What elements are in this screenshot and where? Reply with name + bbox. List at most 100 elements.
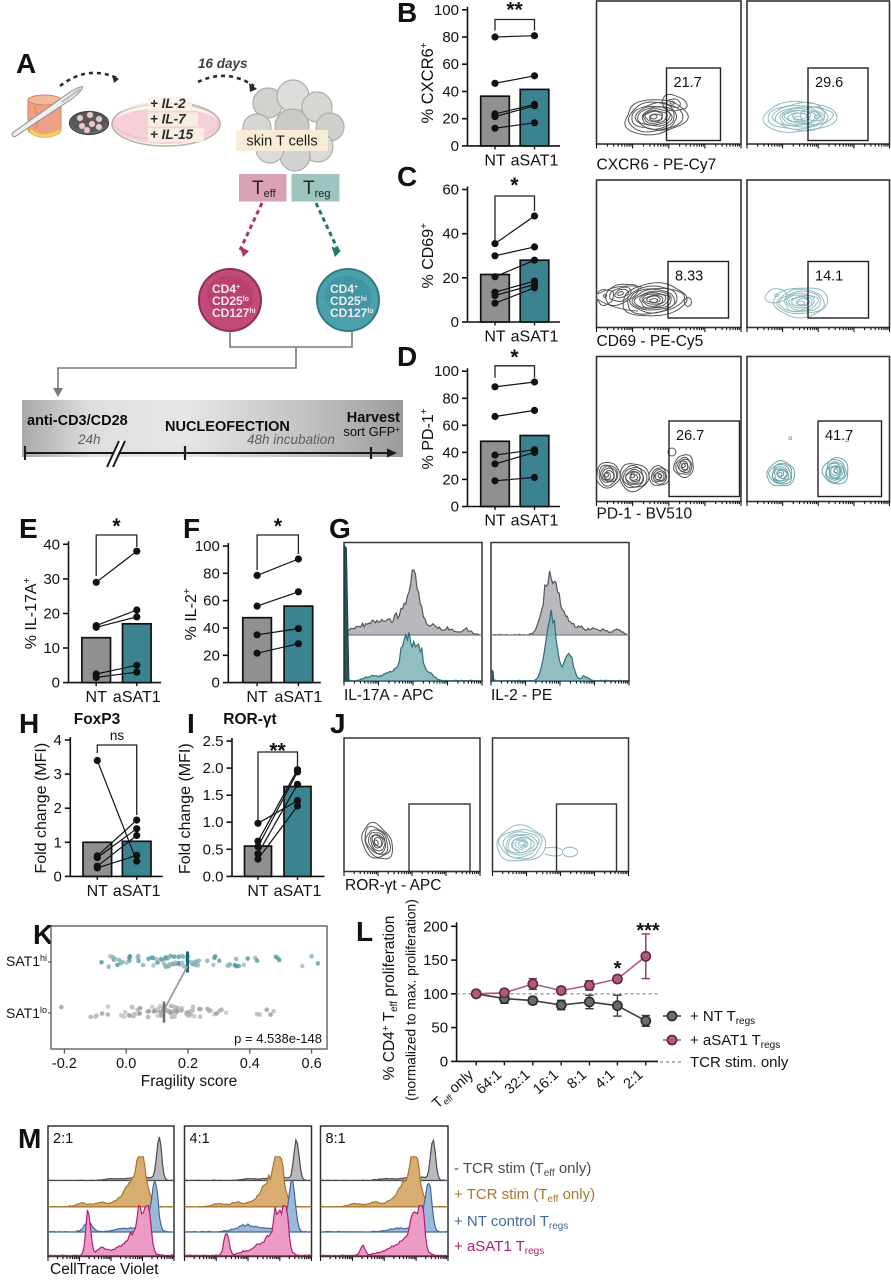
svg-text:150: 150: [423, 952, 448, 969]
svg-text:+ IL-2: + IL-2: [150, 96, 186, 111]
svg-text:1.5: 1.5: [203, 787, 224, 804]
svg-text:100: 100: [423, 986, 448, 1003]
svg-text:2.5: 2.5: [203, 733, 224, 750]
svg-text:0.6: 0.6: [302, 1056, 322, 1072]
svg-text:skin T cells: skin T cells: [246, 134, 317, 150]
svg-text:IL-17A - APC: IL-17A - APC: [344, 687, 434, 704]
svg-text:CD127hi: CD127hi: [212, 306, 256, 320]
svg-text:2:1: 2:1: [53, 1131, 73, 1147]
svg-text:+ IL-7: + IL-7: [150, 112, 187, 127]
svg-text:p = 4.538e-148: p = 4.538e-148: [234, 1031, 322, 1046]
svg-text:NT: NT: [484, 329, 506, 346]
svg-text:CD4+: CD4+: [212, 282, 240, 296]
svg-text:60: 60: [442, 182, 459, 199]
svg-text:26.7: 26.7: [676, 428, 704, 444]
svg-text:G: G: [329, 513, 351, 544]
svg-text:CD25lo: CD25lo: [212, 294, 249, 308]
svg-text:0: 0: [451, 499, 459, 516]
svg-text:CD127lo: CD127lo: [330, 306, 374, 320]
svg-text:NT: NT: [246, 689, 268, 706]
svg-text:40: 40: [442, 444, 459, 461]
svg-text:% PD-1+: % PD-1+: [419, 408, 437, 469]
svg-text:8:1: 8:1: [326, 1131, 346, 1147]
svg-text:CD4+: CD4+: [330, 282, 358, 296]
svg-text:3: 3: [53, 766, 61, 783]
svg-text:+ IL-15: + IL-15: [150, 127, 194, 142]
svg-text:PD-1 - BV510: PD-1 - BV510: [597, 506, 693, 523]
svg-text:NT: NT: [87, 883, 109, 900]
svg-text:Fragility score: Fragility score: [141, 1073, 237, 1090]
svg-text:*: *: [510, 174, 519, 197]
svg-text:48h incubation: 48h incubation: [247, 432, 335, 447]
svg-text:80: 80: [442, 390, 459, 407]
svg-text:sort GFP+: sort GFP+: [343, 424, 400, 439]
svg-text:ROR-γt - APC: ROR-γt - APC: [345, 877, 441, 894]
svg-text:anti-CD3/CD28: anti-CD3/CD28: [27, 413, 128, 429]
svg-text:aSAT1: aSAT1: [511, 329, 559, 346]
svg-text:**: **: [269, 740, 286, 763]
svg-text:Harvest: Harvest: [347, 410, 400, 426]
svg-text:% IL-17A+: % IL-17A+: [22, 577, 40, 649]
svg-text:21.7: 21.7: [674, 75, 702, 91]
svg-text:16 days: 16 days: [198, 56, 248, 71]
svg-text:10: 10: [43, 640, 60, 657]
svg-text:+ NT Tregs: + NT Tregs: [690, 1008, 755, 1027]
svg-text:40: 40: [442, 226, 459, 243]
svg-text:80: 80: [442, 29, 459, 46]
svg-text:20: 20: [203, 647, 220, 664]
svg-text:% CD69+: % CD69+: [419, 223, 437, 289]
svg-text:4: 4: [53, 732, 61, 749]
svg-text:NT: NT: [484, 513, 506, 530]
svg-text:60: 60: [442, 417, 459, 434]
svg-text:+ aSAT1 Tregs: + aSAT1 Tregs: [690, 1032, 780, 1051]
svg-text:SAT1hi: SAT1hi: [6, 953, 47, 969]
svg-text:60: 60: [203, 593, 220, 610]
svg-text:2.0: 2.0: [203, 760, 224, 777]
svg-text:% CD4+ Teff proliferation: % CD4+ Teff proliferation: [381, 916, 400, 1081]
svg-text:20: 20: [442, 111, 459, 128]
svg-text:B: B: [397, 0, 417, 28]
svg-text:0: 0: [440, 1053, 448, 1070]
svg-text:29.6: 29.6: [815, 75, 843, 91]
svg-text:2:1: 2:1: [621, 1067, 647, 1092]
svg-text:F: F: [183, 513, 200, 544]
svg-text:64:1: 64:1: [473, 1067, 505, 1098]
svg-text:***: ***: [636, 920, 660, 942]
svg-text:NUCLEOFECTION: NUCLEOFECTION: [165, 419, 290, 435]
svg-text:20: 20: [43, 605, 60, 622]
svg-text:H: H: [19, 708, 39, 739]
svg-text:0: 0: [52, 675, 60, 692]
svg-text:(normalized to max. proliferat: (normalized to max. proliferation): [404, 899, 419, 1101]
svg-text:32:1: 32:1: [502, 1067, 534, 1098]
svg-text:100: 100: [434, 363, 459, 380]
svg-text:1: 1: [53, 834, 61, 851]
svg-text:TCR stim. only: TCR stim. only: [690, 1054, 789, 1071]
svg-text:0: 0: [451, 314, 459, 331]
svg-text:C: C: [397, 161, 417, 192]
svg-text:0: 0: [211, 675, 219, 692]
svg-text:0.0: 0.0: [116, 1056, 136, 1072]
svg-text:Teff only: Teff only: [430, 1067, 479, 1113]
svg-text:0.5: 0.5: [203, 841, 224, 858]
svg-text:- TCR stim (Teff only): - TCR stim (Teff only): [454, 1160, 591, 1179]
svg-text:+ NT control Tregs: + NT control Tregs: [454, 1213, 568, 1232]
svg-text:80: 80: [203, 565, 220, 582]
svg-text:aSAT1: aSAT1: [113, 689, 161, 706]
svg-text:60: 60: [442, 56, 459, 73]
svg-text:20: 20: [442, 471, 459, 488]
svg-text:CellTrace Violet: CellTrace Violet: [50, 1261, 159, 1278]
svg-text:M: M: [18, 1123, 41, 1154]
svg-text:30: 30: [43, 571, 60, 588]
svg-text:*: *: [112, 515, 121, 538]
svg-text:K: K: [33, 919, 53, 950]
svg-text:*: *: [614, 958, 622, 980]
svg-text:aSAT1: aSAT1: [113, 883, 161, 900]
svg-text:20: 20: [442, 270, 459, 287]
svg-text:1.0: 1.0: [203, 814, 224, 831]
svg-text:IL-2 - PE: IL-2 - PE: [491, 687, 552, 704]
svg-text:100: 100: [195, 538, 220, 555]
svg-text:I: I: [187, 708, 195, 739]
svg-text:Fold change (MFI): Fold change (MFI): [177, 743, 194, 874]
svg-text:14.1: 14.1: [815, 269, 843, 285]
svg-text:100: 100: [434, 2, 459, 19]
